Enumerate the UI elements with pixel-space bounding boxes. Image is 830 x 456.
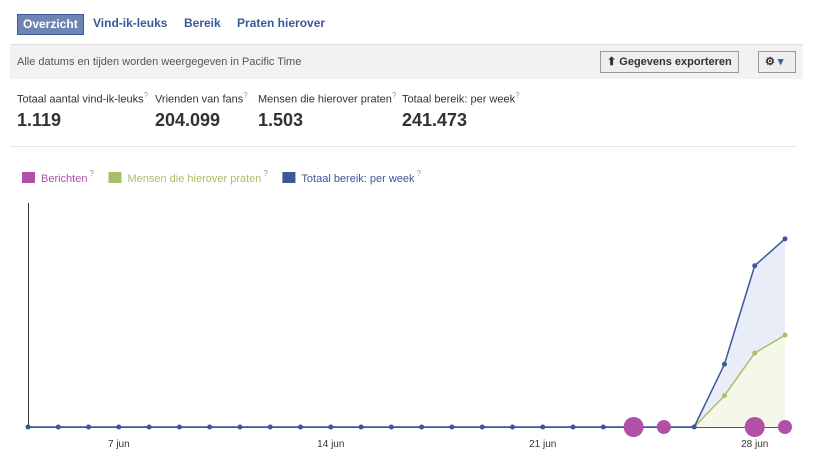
help-icon: ? bbox=[89, 169, 94, 178]
point bbox=[207, 424, 213, 430]
bubble bbox=[623, 417, 644, 437]
legend-label: Mensen die hierover praten bbox=[127, 173, 261, 185]
point bbox=[116, 424, 122, 430]
x-tick-label: 21 jun bbox=[529, 439, 556, 450]
point bbox=[449, 424, 455, 430]
tab[interactable]: Praten hierover bbox=[237, 16, 326, 30]
x-tick-label: 14 jun bbox=[317, 439, 344, 450]
legend-swatch bbox=[22, 172, 35, 183]
point bbox=[782, 236, 788, 242]
label-text: Mensen die hierover praten bbox=[258, 93, 392, 106]
point bbox=[600, 424, 606, 430]
label-text: Totaal bereik: per week bbox=[402, 93, 516, 106]
help-icon: ? bbox=[263, 169, 268, 178]
line bbox=[28, 238, 786, 428]
point bbox=[509, 424, 515, 430]
point bbox=[267, 424, 273, 430]
help-icon: ? bbox=[515, 91, 520, 100]
point bbox=[752, 263, 758, 269]
stat-value: 1.503 bbox=[258, 110, 304, 130]
point bbox=[25, 424, 31, 430]
point bbox=[419, 424, 425, 430]
help-icon: ? bbox=[243, 91, 248, 100]
area bbox=[28, 238, 785, 427]
help-icon: ? bbox=[417, 169, 422, 178]
stat-value: 1.119 bbox=[17, 110, 62, 130]
stat-label: Mensen die hierover praten? bbox=[258, 91, 396, 106]
point bbox=[146, 424, 152, 430]
tab[interactable]: Overzicht bbox=[17, 14, 84, 35]
point bbox=[358, 424, 364, 430]
point bbox=[479, 424, 485, 430]
stat-value: 204.099 bbox=[155, 110, 221, 130]
legend-label: Berichten bbox=[41, 173, 87, 185]
legend-label: Totaal bereik: per week bbox=[301, 173, 415, 185]
bubble bbox=[778, 420, 792, 434]
point bbox=[721, 361, 727, 367]
legend-swatch bbox=[282, 172, 296, 183]
stat-label: Totaal aantal vind-ik-leuks? bbox=[17, 91, 148, 106]
label-text: Vrienden van fans bbox=[155, 93, 244, 106]
stat-label: Totaal bereik: per week? bbox=[402, 91, 520, 106]
button-label: Gegevens exporteren bbox=[619, 56, 732, 68]
point bbox=[721, 393, 727, 399]
export-button[interactable]: ⬆︎ Gegevens exporteren bbox=[600, 51, 739, 73]
point bbox=[570, 424, 576, 430]
line bbox=[693, 334, 786, 428]
point bbox=[55, 424, 61, 430]
timezone-note: Alle datums en tijden worden weergegeven… bbox=[17, 56, 302, 68]
label-text: Totaal aantal vind-ik-leuks bbox=[17, 93, 144, 106]
point bbox=[691, 424, 697, 430]
point bbox=[86, 424, 92, 430]
tab[interactable]: Bereik bbox=[184, 16, 221, 30]
point bbox=[298, 424, 304, 430]
point bbox=[782, 332, 788, 338]
tab[interactable]: Vind-ik-leuks bbox=[93, 16, 168, 30]
point bbox=[388, 424, 394, 430]
bubble bbox=[744, 417, 765, 437]
x-tick-label: 7 jun bbox=[108, 439, 130, 450]
toolbar: Alle datums en tijden worden weergegeven… bbox=[10, 44, 803, 79]
point bbox=[752, 350, 758, 356]
bubble bbox=[656, 420, 671, 434]
x-tick-label: 28 jun bbox=[741, 439, 768, 450]
legend-swatch bbox=[108, 172, 122, 183]
settings-button[interactable]: ⚙ ▾ bbox=[758, 51, 796, 73]
point bbox=[328, 424, 334, 430]
stat-value: 241.473 bbox=[402, 110, 468, 130]
point bbox=[176, 424, 182, 430]
help-icon: ? bbox=[391, 91, 397, 100]
point bbox=[540, 424, 546, 430]
point bbox=[237, 424, 243, 430]
stat-label: Vrienden van fans? bbox=[155, 91, 248, 106]
help-icon: ? bbox=[143, 91, 149, 100]
